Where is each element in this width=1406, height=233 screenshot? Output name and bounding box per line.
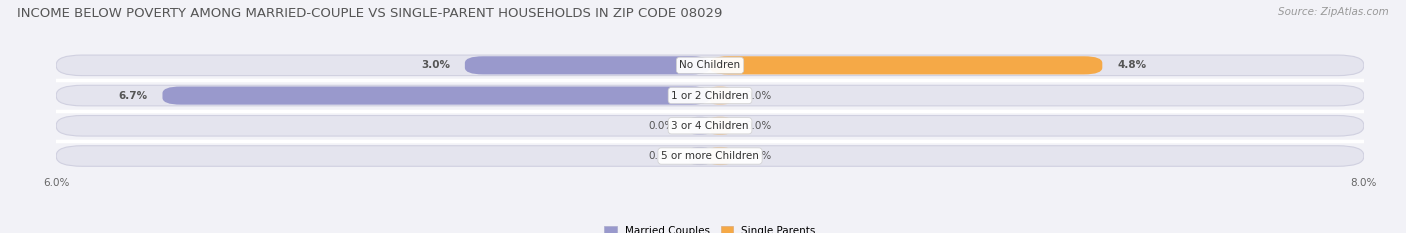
Text: 0.0%: 0.0% (745, 91, 772, 101)
FancyBboxPatch shape (710, 86, 731, 105)
FancyBboxPatch shape (163, 86, 710, 105)
Text: 3.0%: 3.0% (422, 60, 450, 70)
FancyBboxPatch shape (56, 146, 1364, 166)
FancyBboxPatch shape (56, 85, 1364, 106)
FancyBboxPatch shape (710, 56, 1102, 74)
Text: Source: ZipAtlas.com: Source: ZipAtlas.com (1278, 7, 1389, 17)
FancyBboxPatch shape (689, 147, 710, 165)
Text: 4.8%: 4.8% (1116, 60, 1146, 70)
Text: 5 or more Children: 5 or more Children (661, 151, 759, 161)
FancyBboxPatch shape (56, 55, 1364, 76)
Legend: Married Couples, Single Parents: Married Couples, Single Parents (605, 226, 815, 233)
Text: 0.0%: 0.0% (648, 151, 675, 161)
Text: 1 or 2 Children: 1 or 2 Children (671, 91, 749, 101)
FancyBboxPatch shape (56, 116, 1364, 136)
Text: 0.0%: 0.0% (648, 121, 675, 131)
Text: No Children: No Children (679, 60, 741, 70)
Text: 0.0%: 0.0% (745, 151, 772, 161)
Text: 6.7%: 6.7% (118, 91, 148, 101)
FancyBboxPatch shape (689, 117, 710, 135)
Text: 3 or 4 Children: 3 or 4 Children (671, 121, 749, 131)
FancyBboxPatch shape (710, 147, 731, 165)
Text: 0.0%: 0.0% (745, 121, 772, 131)
FancyBboxPatch shape (710, 117, 731, 135)
FancyBboxPatch shape (465, 56, 710, 74)
Text: INCOME BELOW POVERTY AMONG MARRIED-COUPLE VS SINGLE-PARENT HOUSEHOLDS IN ZIP COD: INCOME BELOW POVERTY AMONG MARRIED-COUPL… (17, 7, 723, 20)
